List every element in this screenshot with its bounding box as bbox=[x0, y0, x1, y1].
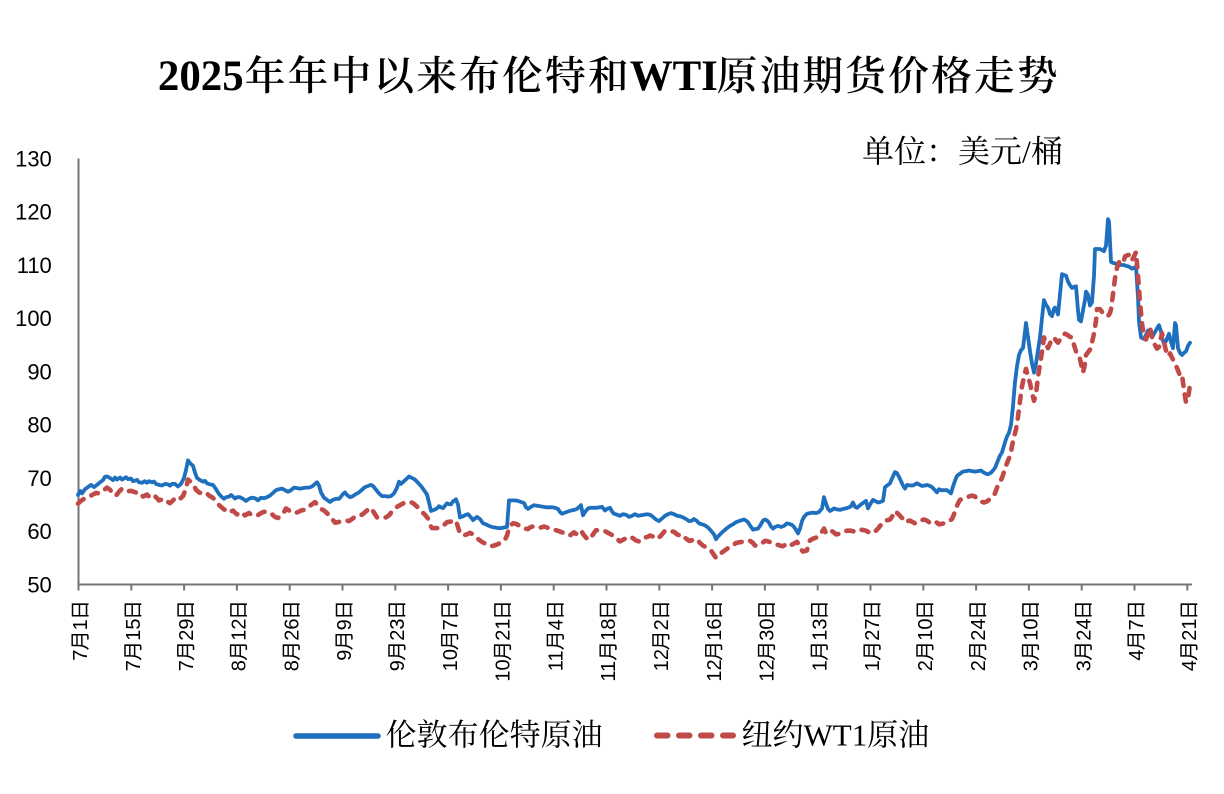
svg-text:12: 12 bbox=[229, 619, 251, 641]
svg-text:120: 120 bbox=[15, 200, 52, 225]
svg-text:24: 24 bbox=[968, 619, 990, 641]
svg-text:11: 11 bbox=[545, 650, 567, 671]
svg-text:12: 12 bbox=[704, 659, 726, 681]
svg-text:10: 10 bbox=[493, 659, 515, 681]
svg-text:10: 10 bbox=[1021, 619, 1043, 641]
svg-text:4: 4 bbox=[1126, 650, 1148, 661]
svg-text:WT1: WT1 bbox=[804, 718, 868, 753]
svg-text:9: 9 bbox=[334, 650, 356, 661]
svg-text:110: 110 bbox=[17, 253, 52, 278]
svg-text:12: 12 bbox=[651, 649, 673, 671]
svg-text:2025: 2025 bbox=[158, 53, 244, 100]
svg-text:/: / bbox=[1022, 134, 1031, 170]
svg-text:18: 18 bbox=[598, 619, 620, 641]
svg-text:2: 2 bbox=[915, 660, 937, 671]
svg-text:7: 7 bbox=[70, 650, 92, 661]
svg-text:10: 10 bbox=[440, 649, 462, 671]
svg-text:9: 9 bbox=[387, 660, 409, 671]
svg-text:23: 23 bbox=[387, 619, 409, 641]
svg-text:3: 3 bbox=[1021, 660, 1043, 671]
svg-text:80: 80 bbox=[27, 413, 51, 438]
svg-text:1: 1 bbox=[862, 660, 884, 671]
svg-text:90: 90 bbox=[27, 359, 51, 384]
svg-text:24: 24 bbox=[1073, 619, 1095, 641]
svg-text:10: 10 bbox=[915, 619, 937, 641]
svg-text:29: 29 bbox=[176, 619, 198, 641]
svg-text:15: 15 bbox=[123, 619, 145, 641]
svg-text:11: 11 bbox=[598, 661, 620, 682]
svg-text:21: 21 bbox=[1179, 619, 1201, 641]
svg-text:8: 8 bbox=[229, 660, 251, 671]
svg-text:7: 7 bbox=[176, 660, 198, 671]
svg-text:2: 2 bbox=[968, 660, 990, 671]
svg-text:7: 7 bbox=[123, 660, 145, 671]
svg-text:1: 1 bbox=[809, 660, 831, 671]
svg-text:100: 100 bbox=[15, 306, 52, 331]
svg-text:WTI: WTI bbox=[630, 53, 718, 100]
svg-text:4: 4 bbox=[545, 619, 567, 630]
svg-text:4: 4 bbox=[1179, 660, 1201, 671]
svg-text:30: 30 bbox=[757, 619, 779, 641]
svg-text:27: 27 bbox=[862, 619, 884, 641]
svg-text:26: 26 bbox=[281, 619, 303, 641]
svg-text:21: 21 bbox=[493, 619, 515, 641]
svg-text:12: 12 bbox=[757, 659, 779, 681]
svg-text:2: 2 bbox=[651, 619, 673, 630]
svg-text:3: 3 bbox=[1073, 660, 1095, 671]
svg-text:9: 9 bbox=[334, 619, 356, 630]
svg-text:50: 50 bbox=[27, 572, 51, 597]
svg-text:16: 16 bbox=[704, 619, 726, 641]
svg-text:7: 7 bbox=[1126, 619, 1148, 630]
svg-text:13: 13 bbox=[809, 619, 831, 641]
svg-text:7: 7 bbox=[440, 619, 462, 630]
svg-text:70: 70 bbox=[27, 466, 51, 491]
svg-text:130: 130 bbox=[15, 146, 52, 171]
svg-text:60: 60 bbox=[27, 519, 51, 544]
svg-text:8: 8 bbox=[281, 660, 303, 671]
svg-text:1: 1 bbox=[70, 619, 92, 630]
